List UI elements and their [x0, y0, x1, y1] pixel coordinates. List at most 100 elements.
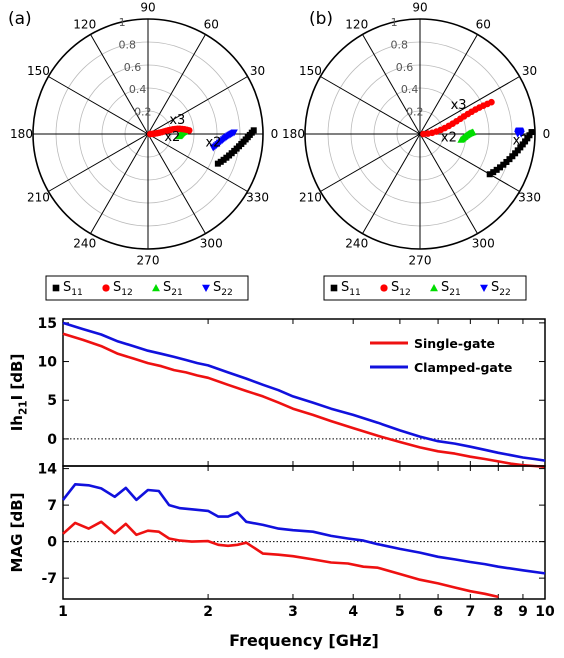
s11-point	[522, 138, 529, 145]
polar-plot-b: 0 30 60 90 120 150 180 210 240 270 300 330 0.2 0.4 0.6…	[282, 1, 550, 268]
radial-label: 0.4	[401, 83, 419, 96]
polar-legend-b: S11 S12 S21 S22	[323, 275, 527, 301]
s11-point	[503, 158, 510, 165]
angle-label: 30	[250, 64, 265, 78]
legend-label-s11: S11	[341, 280, 361, 298]
radial-label: 1	[119, 16, 126, 29]
y-tick-label: 15	[38, 316, 57, 332]
radial-label: 0.8	[391, 38, 409, 51]
radial-label: 0.6	[124, 61, 142, 74]
scale-annotation: x3	[451, 98, 467, 113]
angle-label: 180	[282, 127, 305, 141]
radial-label: 0.6	[396, 61, 414, 74]
angle-label: 0	[271, 127, 279, 141]
angle-label: 330	[246, 190, 269, 204]
scale-annotation: x2	[441, 131, 457, 146]
angle-spoke	[48, 76, 149, 135]
legend-box	[323, 275, 527, 301]
angle-spoke	[419, 34, 478, 135]
x-tick-label: 6	[433, 604, 443, 620]
legend-label-s12: S12	[391, 280, 411, 298]
y-tick-label: -7	[41, 571, 57, 587]
s11-point	[497, 164, 504, 171]
y-tick-label: 14	[38, 462, 58, 478]
angle-label: 90	[140, 1, 155, 15]
panel-label: (b)	[309, 9, 333, 29]
angle-label: 300	[472, 237, 495, 251]
s22-point	[209, 144, 217, 152]
angle-label: 60	[476, 17, 491, 31]
angle-label: 240	[345, 237, 368, 251]
radial-label: 0.4	[129, 83, 147, 96]
x-tick-label: 3	[288, 604, 298, 620]
angle-label: 270	[137, 254, 160, 268]
s21-point	[457, 136, 465, 143]
angle-label: 120	[345, 17, 368, 31]
legend-marker-s12	[380, 284, 388, 292]
y-tick-label: 0	[47, 535, 57, 551]
angle-spoke	[90, 133, 149, 234]
y-tick-label: 0	[47, 432, 57, 448]
angle-spoke	[419, 133, 520, 192]
angle-label: 210	[299, 190, 322, 204]
angle-spoke	[147, 76, 248, 135]
radial-label: 0.2	[134, 106, 152, 119]
angle-label: 150	[27, 64, 50, 78]
series-line-clamped	[61, 482, 546, 575]
legend-label-s12: S12	[113, 280, 133, 298]
angle-spoke	[362, 34, 421, 135]
angle-spoke	[147, 34, 206, 135]
legend-marker-s22	[480, 284, 488, 292]
series-line-single	[62, 332, 546, 469]
angle-label: 240	[73, 237, 96, 251]
angle-label: 300	[200, 237, 223, 251]
h21-chart: 15 10 5 0 Ih21I [dB] Single-gate Clamped-gate	[8, 316, 546, 469]
angle-label: 60	[204, 17, 219, 31]
angle-spoke	[147, 133, 248, 192]
series-line-single	[62, 520, 499, 599]
x-tick-label: 7	[465, 604, 475, 620]
angle-spoke	[147, 133, 206, 234]
x-tick-label: 5	[395, 604, 405, 620]
angle-label: 210	[27, 190, 50, 204]
s21-point	[175, 132, 183, 140]
radial-label: 0.2	[406, 106, 424, 119]
angle-spoke	[48, 133, 149, 192]
x-tick-label: 8	[493, 604, 503, 620]
s11-point	[493, 166, 500, 173]
s11-point	[524, 135, 531, 142]
y-tick-label: 5	[47, 393, 57, 409]
legend-label-clamped: Clamped-gate	[414, 360, 512, 375]
s11-point	[506, 156, 513, 163]
x-tick-label: 2	[203, 604, 213, 620]
s11-point	[528, 129, 535, 136]
polar-legend-a: S11 S12 S21 S22	[45, 275, 249, 301]
legend-marker-s21	[152, 284, 160, 292]
legend-label-s11: S11	[63, 280, 83, 298]
angle-spoke	[362, 133, 421, 234]
legend-marker-s12	[102, 284, 110, 292]
legend-label-s21: S21	[163, 280, 183, 298]
y-axis-label: Ih21I [dB]	[8, 354, 30, 432]
legend-label-s22: S22	[491, 280, 511, 298]
angle-label: 30	[522, 64, 537, 78]
legend-marker-s22	[202, 284, 210, 292]
legend-label-s22: S22	[213, 280, 233, 298]
s12-point	[488, 98, 495, 106]
legend-marker-s11	[330, 284, 338, 292]
y-tick-label: 10	[38, 355, 58, 371]
s11-point	[214, 160, 221, 167]
angle-label: 0	[543, 127, 551, 141]
s12-point	[185, 127, 193, 134]
scale-annotation: x2	[164, 130, 180, 145]
s11-point	[500, 161, 507, 168]
legend-marker-s21	[430, 284, 438, 292]
angle-label: 150	[299, 64, 322, 78]
angle-label: 90	[412, 1, 427, 15]
angle-spoke	[320, 76, 421, 135]
scale-annotation: x2	[513, 134, 529, 149]
s22-point	[514, 131, 522, 138]
x-axis-label: Frequency [GHz]	[229, 631, 379, 650]
s11-point	[486, 171, 493, 178]
